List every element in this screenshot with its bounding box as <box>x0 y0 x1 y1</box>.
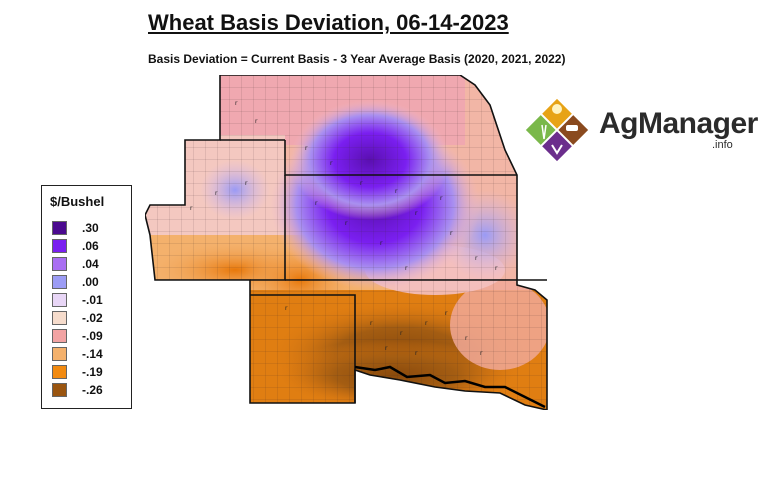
legend-swatch <box>52 383 67 397</box>
svg-text:r: r <box>305 145 308 152</box>
legend-swatch <box>52 329 67 343</box>
legend-swatch <box>52 257 67 271</box>
svg-text:r: r <box>465 335 468 342</box>
agmanager-logo: AgManager .info <box>522 95 758 165</box>
logo-suffix: .info <box>712 139 733 151</box>
legend-swatch <box>52 221 67 235</box>
svg-text:r: r <box>235 100 238 107</box>
svg-text:r: r <box>400 330 403 337</box>
map-subtitle: Basis Deviation = Current Basis - 3 Year… <box>148 52 566 66</box>
svg-text:r: r <box>415 210 418 217</box>
legend-label: .00 <box>82 275 99 289</box>
svg-text:r: r <box>245 180 248 187</box>
svg-text:r: r <box>405 265 408 272</box>
legend-label: -.02 <box>82 311 103 325</box>
agmanager-diamond-icon <box>525 98 589 162</box>
legend-swatch <box>52 293 67 307</box>
legend-swatch <box>52 275 67 289</box>
legend-swatch <box>52 311 67 325</box>
legend-swatch <box>52 365 67 379</box>
svg-text:r: r <box>255 118 258 125</box>
svg-text:r: r <box>445 310 448 317</box>
svg-text:r: r <box>380 240 383 247</box>
legend-label: .30 <box>82 221 99 235</box>
map-legend: $/Bushel .30 .06 .04 .00 -.01 -.02 -.09 … <box>41 185 132 409</box>
legend-swatch <box>52 239 67 253</box>
svg-text:r: r <box>370 320 373 327</box>
svg-text:r: r <box>345 220 348 227</box>
svg-text:r: r <box>395 188 398 195</box>
svg-text:r: r <box>315 200 318 207</box>
legend-title: $/Bushel <box>50 194 105 209</box>
svg-text:r: r <box>385 345 388 352</box>
svg-text:r: r <box>415 350 418 357</box>
legend-label: -.26 <box>82 383 103 397</box>
basis-deviation-map: r r r r r r r r r r r r r r r r r r r r r r r r r r r <box>145 75 548 410</box>
legend-label: .04 <box>82 257 99 271</box>
map-title: Wheat Basis Deviation, 06-14-2023 <box>148 10 509 35</box>
svg-text:r: r <box>425 320 428 327</box>
legend-label: -.14 <box>82 347 103 361</box>
legend-label: .06 <box>82 239 99 253</box>
legend-label: -.09 <box>82 329 103 343</box>
svg-text:r: r <box>215 190 218 197</box>
logo-name: AgManager <box>599 107 758 140</box>
svg-text:r: r <box>495 265 498 272</box>
legend-label: -.19 <box>82 365 103 379</box>
legend-swatch <box>52 347 67 361</box>
svg-text:r: r <box>285 305 288 312</box>
svg-text:r: r <box>450 230 453 237</box>
legend-label: -.01 <box>82 293 103 307</box>
svg-text:r: r <box>330 160 333 167</box>
svg-text:r: r <box>190 205 193 212</box>
svg-text:r: r <box>475 255 478 262</box>
svg-text:r: r <box>440 195 443 202</box>
svg-text:r: r <box>480 350 483 357</box>
svg-text:r: r <box>360 180 363 187</box>
